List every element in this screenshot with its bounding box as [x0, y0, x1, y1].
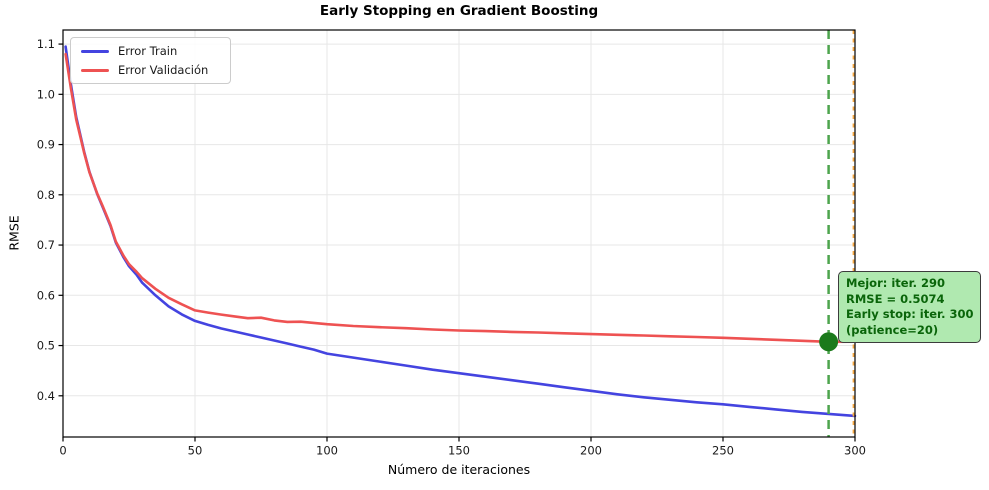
validation-line-swatch [81, 68, 109, 72]
y-tick-label: 0.7 [37, 238, 55, 252]
x-tick-label: 100 [316, 444, 338, 458]
x-tick-label: 250 [712, 444, 734, 458]
y-tick-label: 0.5 [37, 339, 55, 353]
x-tick-label: 0 [59, 444, 66, 458]
x-tick-label: 50 [188, 444, 203, 458]
annotation-line-rmse: RMSE = 0.5074 [846, 291, 945, 306]
x-tick-label: 300 [844, 444, 866, 458]
y-axis-label: RMSE [6, 215, 22, 251]
x-axis-label: Número de iteraciones [387, 462, 531, 477]
y-tick-label: 0.8 [37, 188, 55, 202]
validation-curve [64, 52, 857, 344]
annotation-line-best-iter: Mejor: iter. 290 [846, 276, 946, 290]
annotation-line-early-stop: Early stop: iter. 300 [846, 307, 974, 321]
annotation-line-patience: (patience=20) [846, 322, 939, 337]
legend-item-validation: Error Validación [81, 63, 220, 77]
legend-label-validation: Error Validación [118, 63, 209, 77]
best-point-marker [819, 332, 839, 352]
y-tick-label: 0.9 [37, 138, 55, 152]
train-line-swatch [81, 49, 109, 53]
chart-title: Early Stopping en Gradient Boosting [319, 3, 599, 19]
legend-label-train: Error Train [118, 44, 178, 58]
best-iteration-annotation: Mejor: iter. 290 RMSE = 0.5074 Early sto… [838, 271, 982, 343]
legend: Error Train Error Validación [70, 37, 231, 84]
y-tick-label: 0.4 [37, 389, 55, 403]
x-tick-label: 200 [580, 444, 602, 458]
y-tick-label: 0.6 [37, 288, 55, 302]
x-tick-label: 150 [448, 444, 470, 458]
train-curve [64, 45, 857, 418]
legend-item-train: Error Train [81, 44, 220, 58]
y-tick-label: 1.0 [37, 87, 55, 101]
y-tick-label: 1.1 [37, 37, 55, 51]
